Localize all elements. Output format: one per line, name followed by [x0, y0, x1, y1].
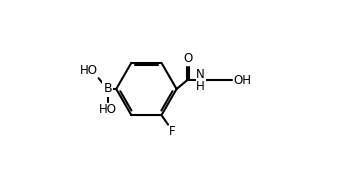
- Text: HO: HO: [98, 103, 117, 116]
- Text: B: B: [103, 82, 112, 96]
- Text: OH: OH: [234, 74, 252, 87]
- Text: N
H: N H: [196, 68, 205, 93]
- Text: O: O: [183, 52, 192, 65]
- Text: HO: HO: [80, 64, 98, 77]
- Text: F: F: [168, 125, 175, 138]
